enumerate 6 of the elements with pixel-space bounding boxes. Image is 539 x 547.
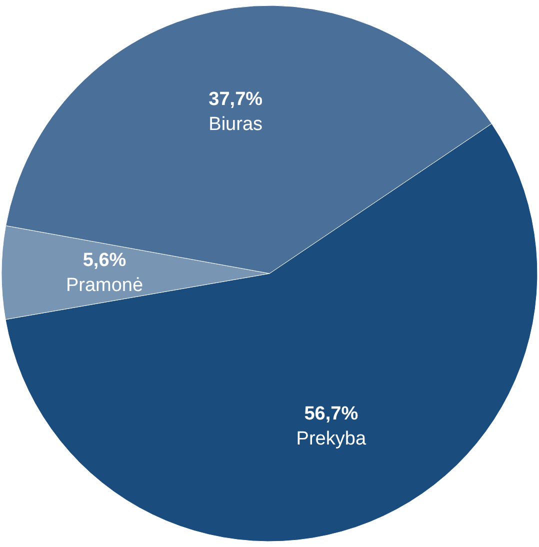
data-label: 37,7% [208,89,263,110]
data-label: 56,7% [304,404,358,425]
slice-label: Prekyba [296,428,366,450]
data-label: 5,6% [82,250,126,271]
slice-label: Biuras [208,114,263,136]
slice-label: Pramonė [66,274,144,296]
